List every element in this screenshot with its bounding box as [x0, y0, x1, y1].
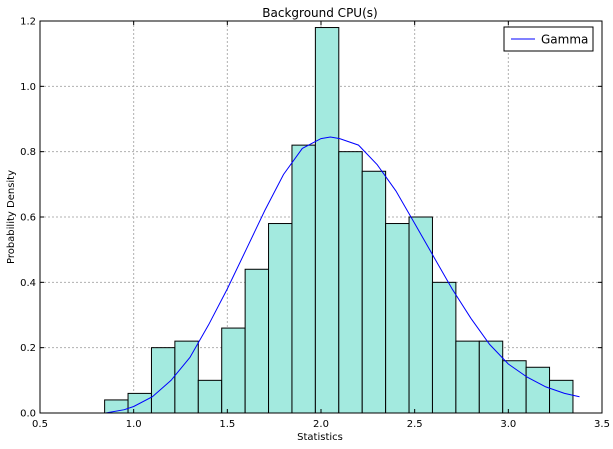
histogram-bars	[104, 27, 574, 414]
x-tick-label: 3.5	[594, 419, 610, 430]
y-tick-label: 0.6	[20, 213, 36, 224]
histogram-bar	[549, 379, 574, 414]
histogram-bar	[221, 327, 246, 414]
histogram-bar	[174, 340, 199, 414]
y-tick-label: 0.4	[20, 278, 36, 289]
histogram-bar	[361, 170, 387, 414]
histogram-bar	[197, 379, 223, 414]
histogram-bar	[455, 340, 480, 414]
x-tick-label: 1.5	[219, 419, 235, 430]
histogram-bar	[338, 151, 363, 414]
gamma-curve	[105, 136, 580, 414]
chart-title: Background CPU(s)	[262, 6, 377, 20]
y-tick-label: 0.0	[20, 409, 36, 420]
y-tick-label: 0.2	[20, 343, 36, 354]
histogram-bar	[268, 223, 293, 414]
legend-gamma-label: Gamma	[541, 33, 588, 47]
x-tick-label: 0.5	[32, 419, 48, 430]
histogram-bar	[314, 27, 340, 414]
histogram-bar	[525, 366, 551, 414]
y-tick-label: 1.2	[20, 17, 36, 28]
x-tick-label: 2.5	[407, 419, 423, 430]
x-tick-label: 2.0	[313, 419, 329, 430]
x-tick-label: 3.0	[500, 419, 516, 430]
histogram-bar	[385, 223, 410, 414]
y-tick-label: 1.0	[20, 82, 36, 93]
y-tick-label: 0.8	[20, 147, 36, 158]
y-axis-label: Probability Density	[6, 170, 17, 264]
histogram-bar	[408, 216, 433, 414]
histogram-bar	[291, 144, 316, 414]
legend: Gamma	[503, 26, 594, 52]
axis-ticks: 0.5 1.0 1.5 2.0 2.5 3.0 3.5 0.0 0.2 0.4 0.6 0.8 1.0 1…	[20, 17, 610, 431]
histogram-bar	[244, 268, 270, 414]
histogram-bar	[478, 340, 504, 414]
histogram-bar	[431, 281, 457, 414]
x-axis-label: Statistics	[297, 432, 343, 443]
gamma-curve-layer	[105, 136, 580, 414]
x-tick-label: 1.0	[126, 419, 142, 430]
